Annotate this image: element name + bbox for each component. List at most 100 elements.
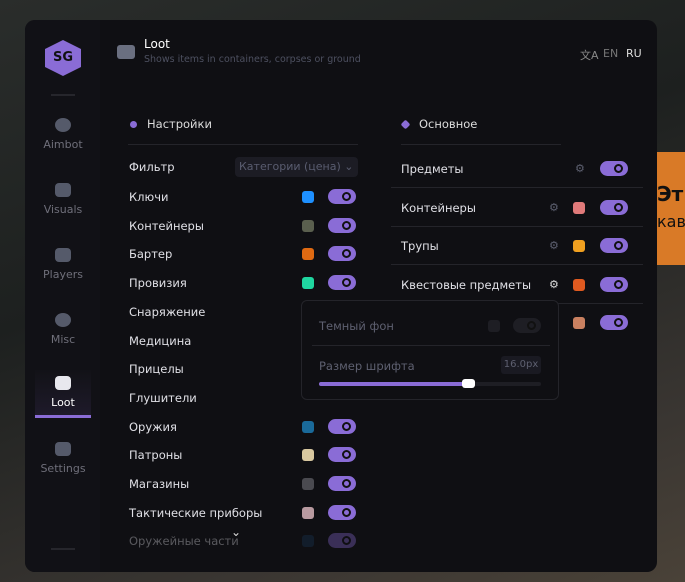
background-banner: Эт кав	[657, 152, 685, 265]
color-swatch[interactable]	[302, 449, 314, 462]
loot-category-label: Снаряжение	[129, 304, 206, 319]
lang-en[interactable]: EN	[603, 47, 619, 60]
divider	[51, 548, 75, 550]
vr-headset-icon	[55, 183, 71, 197]
gear-icon[interactable]: ⚙	[549, 200, 559, 214]
main-item-toggle[interactable]	[600, 199, 628, 215]
loot-category-label: Оружия	[129, 419, 177, 434]
color-swatch[interactable]	[573, 240, 585, 252]
list-icon	[55, 442, 71, 456]
gear-icon[interactable]: ⚙	[549, 277, 559, 291]
logo: SG	[45, 40, 81, 76]
app-window: SG Aimbot Visuals Players Misc Loot Sett…	[25, 20, 657, 572]
gear-icon	[130, 121, 137, 128]
sidebar-item-aimbot[interactable]: Aimbot	[35, 112, 91, 162]
divider	[391, 225, 643, 227]
divider	[128, 144, 358, 145]
slider-fill	[319, 382, 468, 386]
loot-category-label: Ключи	[129, 190, 169, 204]
section-title: Настройки	[147, 117, 212, 131]
settings-popup: Темный фон Размер шрифта 16.0px	[301, 300, 559, 400]
lang-ru[interactable]: RU	[626, 47, 642, 60]
category-toggle[interactable]	[328, 189, 356, 204]
alien-icon	[55, 118, 71, 132]
chevron-down-icon: ⌄	[344, 160, 354, 173]
category-toggle[interactable]	[328, 246, 356, 262]
main-item-label: Контейнеры	[401, 200, 476, 215]
divider	[401, 144, 561, 145]
loot-category-label: Патроны	[129, 448, 183, 463]
category-toggle[interactable]	[328, 533, 356, 549]
sidebar-item-visuals[interactable]: Visuals	[35, 177, 91, 227]
slider-handle[interactable]	[461, 379, 475, 388]
category-toggle[interactable]	[328, 275, 356, 291]
main-item-label: Квестовые предметы	[401, 277, 532, 292]
color-swatch[interactable]	[302, 248, 314, 261]
loot-category-label: Медицина	[129, 333, 192, 348]
dark-bg-toggle[interactable]	[513, 318, 541, 333]
main-item-toggle[interactable]	[600, 315, 628, 330]
category-toggle[interactable]	[328, 447, 356, 463]
category-toggle[interactable]	[328, 418, 356, 434]
main-section-title: Основное	[400, 117, 478, 131]
loot-category-label: Тактические приборы	[129, 505, 263, 520]
font-size-label: Размер шрифта	[319, 359, 415, 373]
loot-category-label: Магазины	[129, 477, 190, 491]
font-size-slider[interactable]	[319, 379, 541, 388]
section-title: Основное	[419, 117, 478, 131]
color-swatch[interactable]	[302, 420, 314, 433]
main-item-label: Предметы	[401, 162, 464, 176]
divider	[51, 94, 75, 96]
settings-section-title: Настройки	[130, 117, 212, 131]
sidebar: SG Aimbot Visuals Players Misc Loot Sett…	[25, 20, 100, 572]
color-swatch[interactable]	[302, 535, 314, 548]
diamond-icon	[400, 119, 411, 130]
filter-label: Фильтр	[129, 160, 175, 174]
nav-label: Players	[43, 268, 83, 281]
page-subtitle: Shows items in containers, corpses or gr…	[144, 54, 361, 65]
loot-category-label: Бартер	[129, 247, 173, 262]
category-toggle[interactable]	[328, 476, 356, 491]
main-item-toggle[interactable]	[600, 238, 628, 253]
scroll-down-chevron-icon[interactable]: ⌄	[231, 525, 242, 539]
divider	[391, 187, 643, 188]
color-swatch[interactable]	[573, 278, 585, 291]
loot-category-label: Прицелы	[129, 362, 184, 377]
nav-label: Loot	[51, 396, 75, 409]
color-swatch[interactable]	[302, 277, 314, 290]
color-swatch[interactable]	[302, 219, 314, 232]
filter-select[interactable]: Категории (цена) ⌄	[235, 157, 358, 177]
category-toggle[interactable]	[328, 217, 356, 233]
font-size-value: 16.0px	[501, 356, 541, 374]
translate-icon[interactable]: 文A	[580, 49, 599, 62]
color-swatch[interactable]	[573, 317, 585, 329]
color-swatch[interactable]	[302, 506, 314, 519]
sidebar-item-settings[interactable]: Settings	[35, 436, 91, 486]
banner-subtext: кав	[657, 212, 685, 231]
gear-icon[interactable]: ⚙	[549, 239, 559, 252]
sidebar-item-loot[interactable]: Loot	[35, 370, 91, 418]
page-title: Loot	[144, 37, 170, 51]
toolbox-icon	[55, 376, 71, 390]
filter-value: Категории (цена)	[239, 160, 341, 173]
sidebar-item-misc[interactable]: Misc	[35, 307, 91, 357]
loot-category-label: Контейнеры	[129, 218, 204, 233]
users-icon	[55, 248, 71, 262]
category-toggle[interactable]	[328, 504, 356, 520]
divider	[312, 345, 550, 346]
banner-text: Эт	[657, 182, 684, 206]
main-item-toggle[interactable]	[600, 161, 628, 176]
loot-category-label: Оружейные части	[129, 534, 239, 549]
nav-label: Visuals	[43, 203, 83, 216]
color-swatch[interactable]	[573, 201, 585, 214]
nav-label: Settings	[40, 462, 86, 475]
color-swatch[interactable]	[488, 320, 500, 332]
dots-icon	[55, 313, 71, 327]
dark-bg-label: Темный фон	[319, 319, 394, 333]
color-swatch[interactable]	[302, 191, 314, 203]
gear-icon[interactable]: ⚙	[575, 162, 585, 175]
color-swatch[interactable]	[302, 478, 314, 490]
main-item-toggle[interactable]	[600, 276, 628, 292]
sidebar-item-players[interactable]: Players	[35, 242, 91, 292]
main-item-label: Трупы	[401, 239, 439, 253]
